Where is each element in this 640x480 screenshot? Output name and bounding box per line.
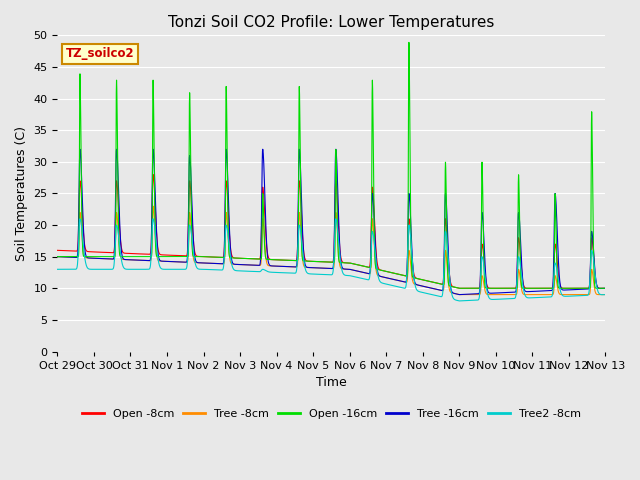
- Text: TZ_soilco2: TZ_soilco2: [66, 48, 134, 60]
- X-axis label: Time: Time: [316, 376, 347, 389]
- Y-axis label: Soil Temperatures (C): Soil Temperatures (C): [15, 126, 28, 261]
- Title: Tonzi Soil CO2 Profile: Lower Temperatures: Tonzi Soil CO2 Profile: Lower Temperatur…: [168, 15, 495, 30]
- Legend: Open -8cm, Tree -8cm, Open -16cm, Tree -16cm, Tree2 -8cm: Open -8cm, Tree -8cm, Open -16cm, Tree -…: [77, 405, 586, 423]
